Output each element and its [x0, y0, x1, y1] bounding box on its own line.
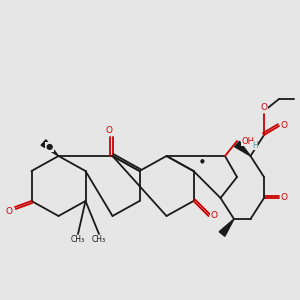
Text: O: O	[281, 194, 288, 202]
Text: ●: ●	[46, 142, 53, 152]
Text: O: O	[260, 103, 268, 112]
Text: CH₃: CH₃	[71, 236, 85, 244]
Text: O: O	[5, 207, 13, 216]
Text: O: O	[210, 212, 218, 220]
Text: OH: OH	[242, 136, 254, 146]
Polygon shape	[41, 140, 58, 156]
Text: O: O	[281, 122, 288, 130]
Polygon shape	[235, 141, 250, 156]
Text: H: H	[252, 141, 258, 150]
Text: CH₃: CH₃	[92, 236, 106, 244]
Text: O: O	[106, 126, 113, 135]
Text: ●: ●	[200, 158, 205, 163]
Polygon shape	[219, 219, 234, 236]
